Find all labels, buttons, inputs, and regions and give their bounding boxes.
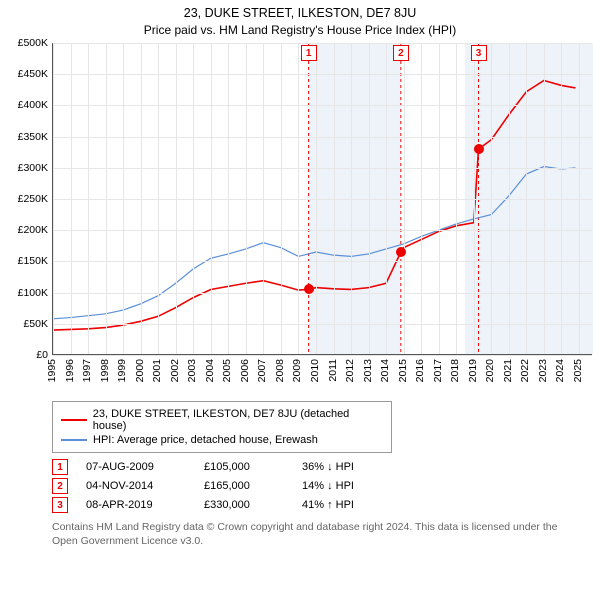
legend-label: HPI: Average price, detached house, Erew… — [93, 434, 318, 446]
chart-subtitle: Price paid vs. HM Land Registry's House … — [8, 23, 592, 37]
x-tick-label: 2023 — [537, 359, 549, 382]
x-tick-label: 2016 — [414, 359, 426, 382]
x-tick-label: 2021 — [502, 359, 514, 382]
x-tick-label: 2022 — [519, 359, 531, 382]
y-tick-label: £250K — [18, 193, 48, 205]
y-tick-label: £50K — [23, 318, 48, 330]
sales-row: 2 04-NOV-2014 £165,000 14% ↓ HPI — [52, 478, 592, 494]
legend-swatch — [61, 439, 87, 441]
x-tick-label: 2000 — [134, 359, 146, 382]
x-tick-label: 2012 — [344, 359, 356, 382]
x-axis-labels: 1995199619971998199920002001200220032004… — [52, 357, 592, 393]
x-tick-label: 1998 — [99, 359, 111, 382]
sale-marker — [396, 247, 406, 257]
sale-marker — [474, 144, 484, 154]
x-tick-label: 1995 — [46, 359, 58, 382]
sale-date: 08-APR-2019 — [86, 499, 186, 511]
sale-marker — [304, 284, 314, 294]
sale-index-box: 1 — [52, 459, 68, 475]
series-hpi — [53, 167, 575, 319]
sale-delta: 41% ↑ HPI — [302, 499, 354, 511]
event-badge: 3 — [471, 45, 487, 61]
x-tick-label: 2015 — [397, 359, 409, 382]
plot-area: 1 2 3 — [52, 43, 592, 355]
x-tick-label: 2017 — [432, 359, 444, 382]
x-tick-label: 2006 — [239, 359, 251, 382]
x-tick-label: 2013 — [362, 359, 374, 382]
sale-date: 07-AUG-2009 — [86, 461, 186, 473]
y-tick-label: £500K — [18, 37, 48, 49]
x-tick-label: 2002 — [169, 359, 181, 382]
x-tick-label: 2024 — [554, 359, 566, 382]
sale-price: £105,000 — [204, 461, 284, 473]
x-tick-label: 1997 — [81, 359, 93, 382]
x-tick-label: 2010 — [309, 359, 321, 382]
sale-delta: 36% ↓ HPI — [302, 461, 354, 473]
x-tick-label: 1996 — [64, 359, 76, 382]
chart-title: 23, DUKE STREET, ILKESTON, DE7 8JU — [8, 6, 592, 20]
x-tick-label: 2005 — [221, 359, 233, 382]
x-tick-label: 2025 — [572, 359, 584, 382]
x-tick-label: 2011 — [327, 359, 339, 382]
x-tick-label: 2007 — [256, 359, 268, 382]
legend-label: 23, DUKE STREET, ILKESTON, DE7 8JU (deta… — [93, 408, 383, 432]
x-tick-label: 2019 — [467, 359, 479, 382]
sale-date: 04-NOV-2014 — [86, 480, 186, 492]
y-axis-labels: £0£50K£100K£150K£200K£250K£300K£350K£400… — [8, 43, 52, 355]
legend-swatch — [61, 419, 87, 421]
event-badge: 1 — [301, 45, 317, 61]
sale-index-box: 3 — [52, 497, 68, 513]
x-tick-label: 2018 — [449, 359, 461, 382]
x-tick-label: 2008 — [274, 359, 286, 382]
event-badge: 2 — [393, 45, 409, 61]
sale-index-box: 2 — [52, 478, 68, 494]
legend-item-hpi: HPI: Average price, detached house, Erew… — [61, 434, 383, 446]
x-tick-label: 2001 — [151, 359, 163, 382]
sale-price: £165,000 — [204, 480, 284, 492]
chart: £0£50K£100K£150K£200K£250K£300K£350K£400… — [8, 43, 592, 393]
x-tick-label: 2014 — [379, 359, 391, 382]
sales-row: 1 07-AUG-2009 £105,000 36% ↓ HPI — [52, 459, 592, 475]
y-tick-label: £300K — [18, 162, 48, 174]
x-tick-label: 2003 — [186, 359, 198, 382]
x-tick-label: 2009 — [291, 359, 303, 382]
y-tick-label: £200K — [18, 224, 48, 236]
y-tick-label: £100K — [18, 287, 48, 299]
sales-row: 3 08-APR-2019 £330,000 41% ↑ HPI — [52, 497, 592, 513]
y-tick-label: £450K — [18, 68, 48, 80]
x-tick-label: 2020 — [484, 359, 496, 382]
license-text: Contains HM Land Registry data © Crown c… — [52, 521, 572, 548]
y-tick-label: £150K — [18, 255, 48, 267]
y-tick-label: £400K — [18, 99, 48, 111]
legend-item-price: 23, DUKE STREET, ILKESTON, DE7 8JU (deta… — [61, 408, 383, 432]
y-tick-label: £350K — [18, 131, 48, 143]
sale-price: £330,000 — [204, 499, 284, 511]
sale-delta: 14% ↓ HPI — [302, 480, 354, 492]
x-tick-label: 1999 — [116, 359, 128, 382]
x-tick-label: 2004 — [204, 359, 216, 382]
legend: 23, DUKE STREET, ILKESTON, DE7 8JU (deta… — [52, 401, 392, 453]
sales-table: 1 07-AUG-2009 £105,000 36% ↓ HPI 2 04-NOV-201… — [52, 459, 592, 513]
